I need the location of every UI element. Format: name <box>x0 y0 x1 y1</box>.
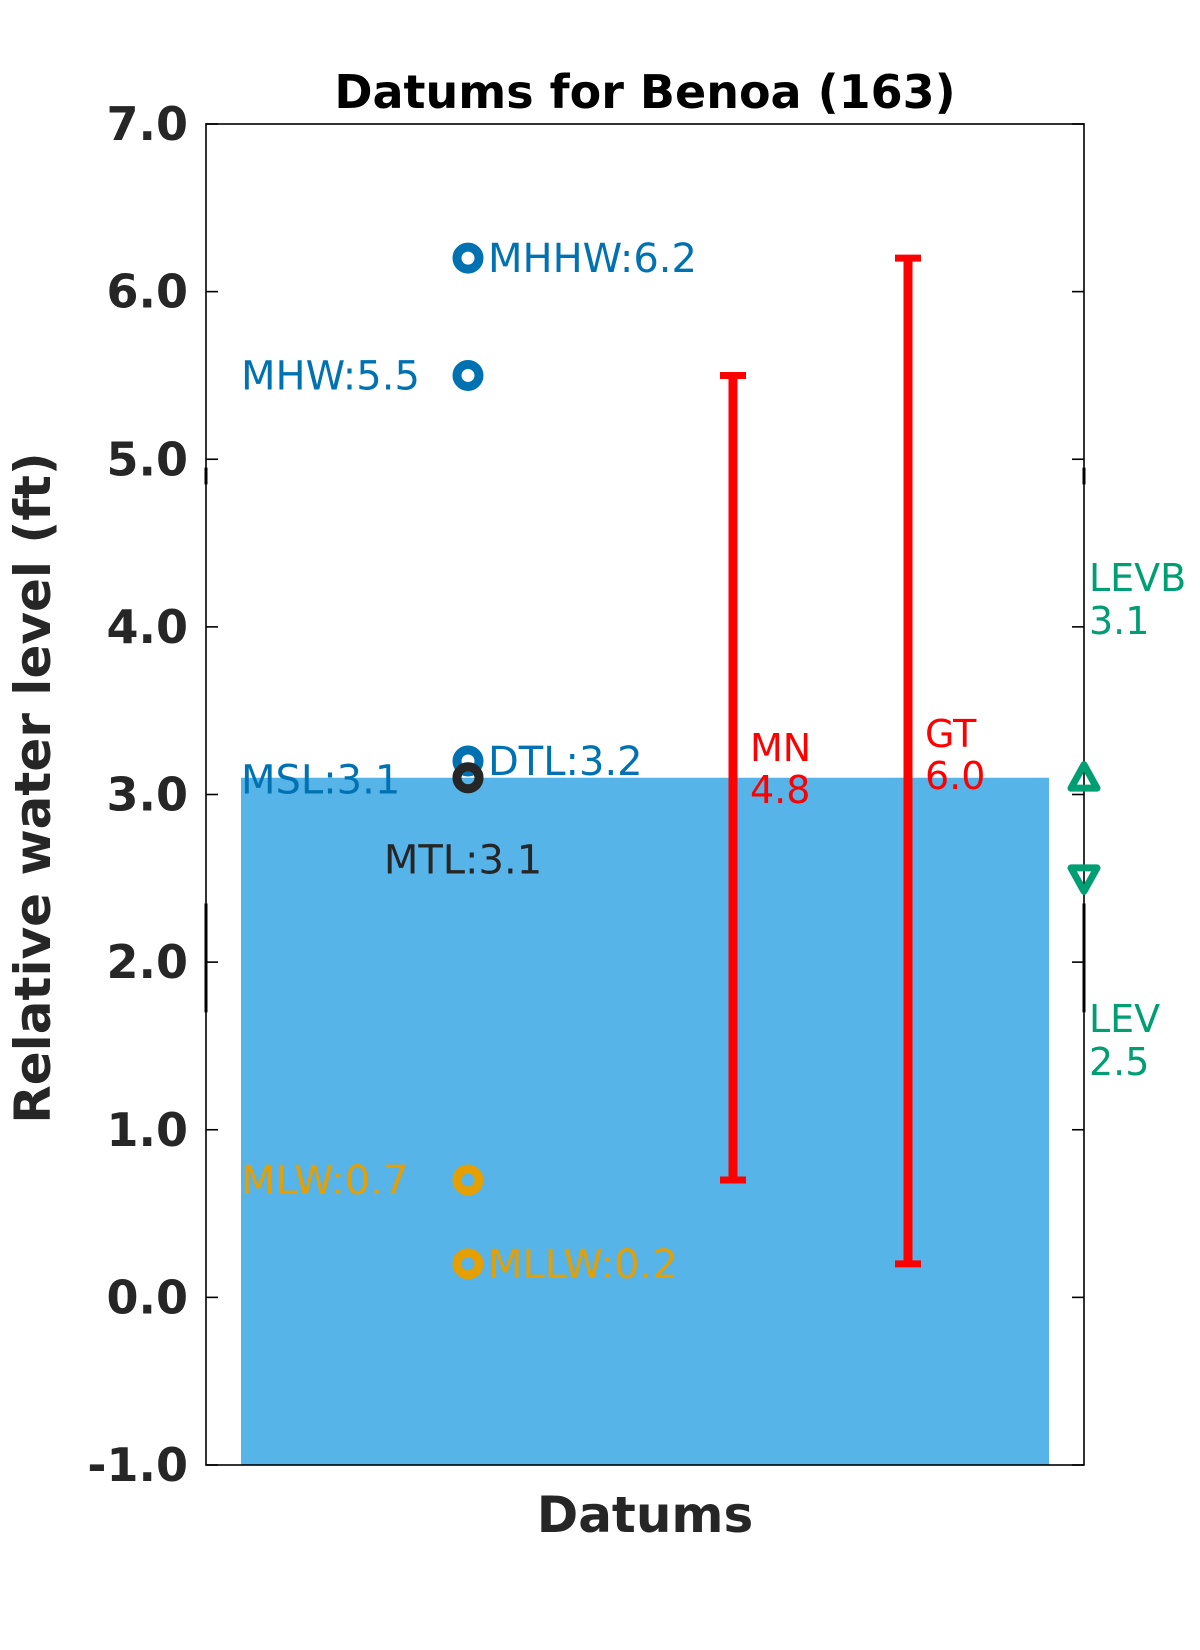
chart-title: Datums for Benoa (163) <box>334 65 955 119</box>
range-value-mn: 4.8 <box>750 768 810 812</box>
level-marker-levb <box>1067 761 1101 792</box>
datum-marker-mllw <box>452 1248 484 1280</box>
datum-marker-mtl <box>452 762 484 794</box>
level-name-levb: LEVB <box>1089 556 1186 600</box>
datum-label-mlw: MLW:0.7 <box>241 1158 408 1204</box>
datum-label-mllw: MLLW:0.2 <box>488 1242 678 1288</box>
water-level-bar <box>241 777 1049 1465</box>
datum-label-mhw: MHW:5.5 <box>241 353 420 399</box>
x-axis-label: Datums <box>537 1486 754 1544</box>
datum-marker-dtl <box>452 745 484 777</box>
level-value-lev: 2.5 <box>1089 1040 1149 1084</box>
datum-marker-mhhw <box>452 242 484 274</box>
datum-marker-mhw <box>452 359 484 391</box>
y-tick-label: 3.0 <box>107 768 189 822</box>
y-tick-label: 0.0 <box>107 1270 189 1324</box>
datum-marker-mlw <box>452 1164 484 1196</box>
y-tick-label: 6.0 <box>107 265 189 319</box>
range-name-mn: MN <box>750 726 811 770</box>
level-value-levb: 3.1 <box>1089 599 1149 643</box>
y-tick-label: 1.0 <box>107 1103 189 1157</box>
y-tick-label: 5.0 <box>107 432 189 486</box>
range-value-gt: 6.0 <box>925 754 985 798</box>
y-tick-label: -1.0 <box>87 1438 188 1492</box>
y-tick-label: 4.0 <box>107 600 189 654</box>
y-tick-label: 2.0 <box>107 935 189 989</box>
range-name-gt: GT <box>925 712 977 756</box>
datum-label-dtl: DTL:3.2 <box>488 739 643 785</box>
datum-label-msl: MSL:3.1 <box>241 758 400 804</box>
level-name-lev: LEV <box>1089 997 1160 1041</box>
datum-label-mhhw: MHHW:6.2 <box>488 236 697 282</box>
y-axis-label: Relative water level (ft) <box>4 452 62 1124</box>
datum-label-mtl: MTL:3.1 <box>384 838 542 884</box>
plot-area: -1.0 0.0 1.0 2.0 3.0 4.0 5.0 6.0 7.0 MHHW:6.2 MHW:… <box>87 97 1186 1492</box>
y-tick-label: 7.0 <box>107 97 189 151</box>
level-marker-lev <box>1067 864 1101 895</box>
